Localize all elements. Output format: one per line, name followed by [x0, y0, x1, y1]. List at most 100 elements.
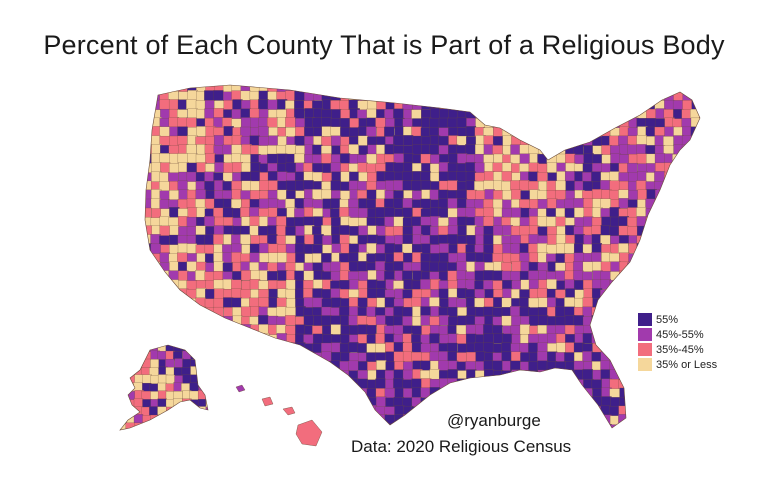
- county-cell: [538, 297, 549, 308]
- county-cell: [186, 405, 197, 416]
- county-cell: [429, 369, 440, 380]
- county-cell: [438, 145, 449, 156]
- county-cell: [411, 351, 422, 363]
- county-cell: [145, 306, 152, 318]
- county-cell: [456, 352, 467, 363]
- county-cell: [556, 397, 567, 408]
- county-cell: [555, 316, 566, 327]
- county-cell: [645, 253, 656, 264]
- county-cell: [600, 360, 611, 371]
- county-cell: [384, 198, 395, 209]
- county-cell: [286, 361, 297, 372]
- county-cell: [339, 280, 350, 291]
- county-cell: [312, 369, 324, 380]
- county-cell: [466, 189, 477, 201]
- county-cell: [204, 108, 215, 119]
- county-cell: [690, 153, 700, 165]
- county-cell: [339, 423, 350, 428]
- county-cell: [420, 387, 431, 398]
- county-cell: [285, 226, 296, 237]
- county-cell: [600, 100, 611, 111]
- county-cell: [213, 316, 224, 327]
- county-cell: [366, 85, 377, 93]
- county-cell: [168, 325, 179, 336]
- county-cell: [186, 289, 197, 300]
- county-cell: [690, 270, 700, 281]
- county-cell: [197, 351, 208, 361]
- county-cell: [672, 271, 683, 282]
- county-cell: [411, 387, 423, 398]
- county-cell: [285, 198, 296, 210]
- county-cell: [538, 118, 549, 129]
- county-cell: [304, 108, 315, 119]
- county-cell: [348, 252, 360, 263]
- hawaii-island-4: [295, 419, 323, 447]
- county-cell: [546, 244, 557, 255]
- county-cell: [268, 243, 279, 255]
- county-cell: [259, 243, 270, 254]
- county-cell: [206, 367, 208, 377]
- county-cell: [547, 91, 558, 102]
- county-cell: [330, 208, 341, 219]
- county-cell: [295, 225, 306, 237]
- county-cell: [628, 397, 639, 408]
- county-cell: [501, 117, 512, 128]
- county-cell: [519, 324, 531, 335]
- county-cell: [555, 423, 566, 428]
- county-cell: [645, 424, 657, 428]
- county-cell: [528, 397, 539, 408]
- county-cell: [537, 85, 548, 93]
- county-cell: [681, 243, 692, 255]
- county-cell: [240, 423, 251, 428]
- county-cell: [331, 243, 342, 254]
- county-cell: [268, 424, 279, 428]
- county-cell: [528, 387, 540, 398]
- county-cell: [663, 379, 674, 390]
- county-cell: [157, 374, 168, 384]
- county-cell: [303, 270, 314, 281]
- county-cell: [537, 226, 548, 237]
- county-cell: [213, 369, 225, 380]
- county-cell: [187, 207, 198, 218]
- county-cell: [339, 396, 350, 407]
- county-cell: [628, 85, 639, 93]
- county-cell: [627, 162, 638, 174]
- county-cell: [609, 135, 620, 147]
- county-cell: [519, 397, 530, 408]
- county-cell: [645, 226, 656, 237]
- county-cell: [429, 135, 441, 146]
- county-cell: [618, 316, 629, 327]
- county-cell: [339, 414, 350, 425]
- county-cell: [691, 406, 700, 417]
- county-cell: [699, 172, 700, 183]
- county-cell: [357, 361, 369, 372]
- county-cell: [177, 297, 188, 308]
- county-cell: [198, 422, 208, 430]
- county-cell: [681, 144, 693, 155]
- county-cell: [250, 424, 261, 428]
- county-cell: [285, 424, 297, 428]
- county-cell: [609, 108, 621, 120]
- county-cell: [214, 406, 225, 417]
- county-cell: [142, 423, 152, 430]
- county-cell: [582, 351, 593, 362]
- county-cell: [213, 298, 225, 309]
- county-cell: [204, 315, 216, 326]
- county-cell: [357, 378, 368, 390]
- county-cell: [166, 422, 176, 430]
- county-cell: [654, 85, 665, 93]
- county-cell: [268, 135, 279, 146]
- county-cell: [510, 397, 521, 408]
- county-cell: [618, 414, 629, 425]
- county-cell: [645, 235, 656, 246]
- county-cell: [312, 117, 323, 128]
- county-cell: [691, 136, 700, 147]
- county-cell: [402, 342, 414, 353]
- county-cell: [690, 288, 700, 299]
- county-cell: [528, 144, 539, 156]
- county-cell: [510, 118, 522, 129]
- county-cell: [267, 85, 278, 92]
- county-cell: [430, 424, 441, 428]
- county-cell: [636, 289, 648, 300]
- county-cell: [169, 315, 180, 326]
